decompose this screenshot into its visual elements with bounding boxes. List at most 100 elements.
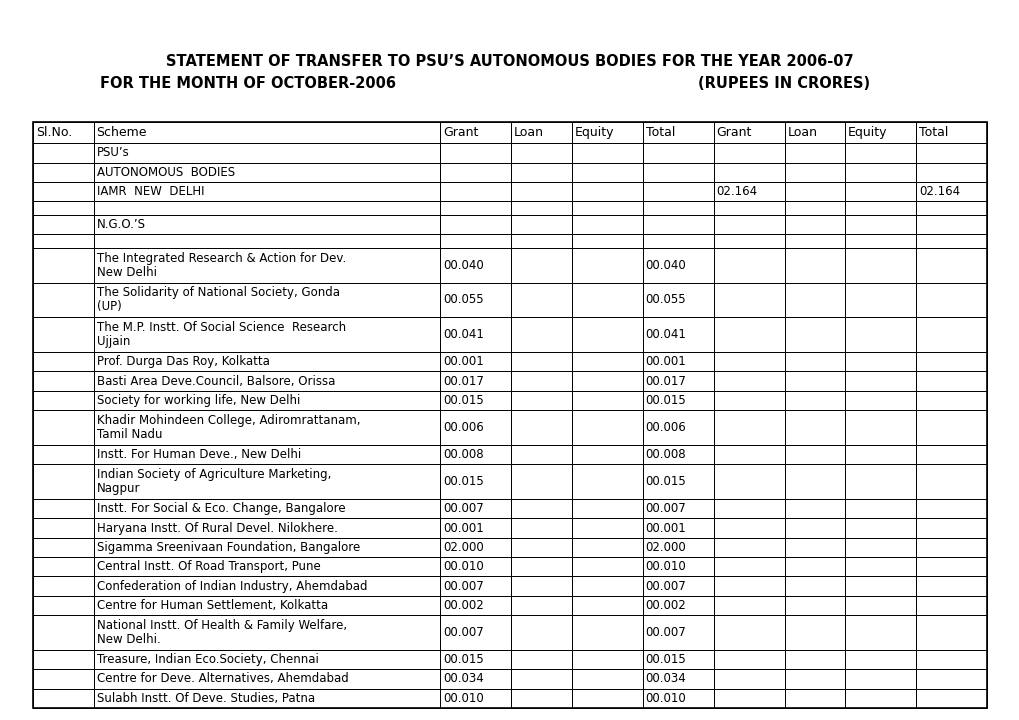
- Bar: [94, 615, 439, 650]
- Bar: [844, 650, 915, 670]
- Bar: [439, 248, 511, 282]
- Bar: [439, 143, 511, 163]
- Bar: [94, 282, 439, 318]
- Bar: [571, 410, 642, 445]
- Bar: [642, 352, 713, 372]
- Bar: [713, 352, 784, 372]
- Text: Grant: Grant: [715, 126, 751, 139]
- Text: 00.010: 00.010: [442, 692, 483, 705]
- Bar: [511, 596, 571, 615]
- Bar: [571, 215, 642, 234]
- Text: 00.015: 00.015: [442, 475, 483, 488]
- Bar: [511, 352, 571, 372]
- Bar: [511, 557, 571, 577]
- Bar: [844, 670, 915, 688]
- Bar: [784, 688, 844, 708]
- Bar: [784, 234, 844, 248]
- Bar: [33, 650, 94, 670]
- Text: 00.041: 00.041: [645, 328, 686, 341]
- Bar: [784, 182, 844, 202]
- Bar: [844, 410, 915, 445]
- Text: 00.015: 00.015: [442, 653, 483, 666]
- Text: The Integrated Research & Action for Dev.: The Integrated Research & Action for Dev…: [97, 252, 345, 265]
- Text: 00.007: 00.007: [645, 580, 686, 593]
- Bar: [844, 538, 915, 557]
- Bar: [713, 248, 784, 282]
- Bar: [713, 234, 784, 248]
- Bar: [713, 182, 784, 202]
- Bar: [571, 182, 642, 202]
- Bar: [713, 410, 784, 445]
- Text: 00.015: 00.015: [442, 394, 483, 407]
- Text: 00.040: 00.040: [442, 258, 483, 271]
- Text: 00.010: 00.010: [645, 692, 686, 705]
- Bar: [642, 615, 713, 650]
- Bar: [439, 670, 511, 688]
- Bar: [33, 445, 94, 464]
- Text: Equity: Equity: [847, 126, 887, 139]
- Bar: [94, 122, 439, 143]
- Bar: [33, 615, 94, 650]
- Bar: [642, 391, 713, 410]
- Bar: [439, 410, 511, 445]
- Bar: [439, 577, 511, 596]
- Text: FOR THE MONTH OF OCTOBER-2006: FOR THE MONTH OF OCTOBER-2006: [100, 76, 395, 91]
- Bar: [642, 318, 713, 352]
- Text: 00.001: 00.001: [645, 355, 686, 369]
- Bar: [844, 282, 915, 318]
- Bar: [94, 538, 439, 557]
- Text: Tamil Nadu: Tamil Nadu: [97, 428, 162, 441]
- Bar: [33, 518, 94, 538]
- Bar: [571, 282, 642, 318]
- Bar: [844, 577, 915, 596]
- Bar: [571, 163, 642, 182]
- Bar: [784, 615, 844, 650]
- Bar: [511, 499, 571, 518]
- Bar: [844, 234, 915, 248]
- Bar: [915, 215, 986, 234]
- Bar: [915, 464, 986, 499]
- Text: Loan: Loan: [514, 126, 543, 139]
- Bar: [713, 464, 784, 499]
- Bar: [642, 445, 713, 464]
- Bar: [94, 318, 439, 352]
- Bar: [33, 282, 94, 318]
- Text: 00.034: 00.034: [442, 672, 483, 685]
- Bar: [713, 215, 784, 234]
- Bar: [844, 122, 915, 143]
- Bar: [713, 143, 784, 163]
- Bar: [844, 557, 915, 577]
- Bar: [642, 372, 713, 391]
- Text: Ujjain: Ujjain: [97, 336, 129, 348]
- Text: Total: Total: [918, 126, 948, 139]
- Bar: [784, 352, 844, 372]
- Bar: [33, 577, 94, 596]
- Bar: [94, 577, 439, 596]
- Bar: [94, 596, 439, 615]
- Bar: [33, 670, 94, 688]
- Bar: [844, 248, 915, 282]
- Bar: [571, 122, 642, 143]
- Bar: [642, 163, 713, 182]
- Bar: [844, 318, 915, 352]
- Bar: [915, 518, 986, 538]
- Bar: [94, 445, 439, 464]
- Bar: [511, 577, 571, 596]
- Text: 00.008: 00.008: [442, 448, 483, 461]
- Text: The M.P. Instt. Of Social Science  Research: The M.P. Instt. Of Social Science Resear…: [97, 321, 345, 334]
- Bar: [94, 650, 439, 670]
- Text: New Delhi: New Delhi: [97, 266, 156, 279]
- Text: Instt. For Human Deve., New Delhi: Instt. For Human Deve., New Delhi: [97, 448, 301, 461]
- Bar: [439, 538, 511, 557]
- Bar: [784, 499, 844, 518]
- Bar: [33, 318, 94, 352]
- Bar: [439, 318, 511, 352]
- Text: Haryana Instt. Of Rural Devel. Nilokhere.: Haryana Instt. Of Rural Devel. Nilokhere…: [97, 521, 337, 535]
- Text: National Instt. Of Health & Family Welfare,: National Instt. Of Health & Family Welfa…: [97, 619, 346, 632]
- Bar: [784, 282, 844, 318]
- Text: Prof. Durga Das Roy, Kolkatta: Prof. Durga Das Roy, Kolkatta: [97, 355, 269, 369]
- Bar: [784, 202, 844, 215]
- Bar: [784, 518, 844, 538]
- Text: 00.055: 00.055: [645, 294, 686, 307]
- Text: Centre for Human Settlement, Kolkatta: Centre for Human Settlement, Kolkatta: [97, 599, 327, 612]
